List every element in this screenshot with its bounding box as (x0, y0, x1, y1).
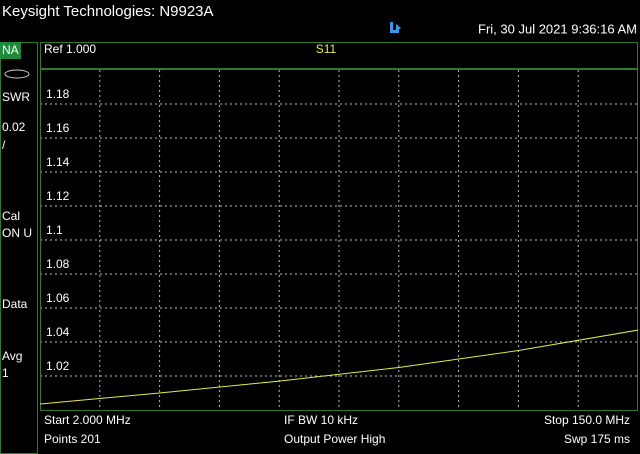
datetime: Fri, 30 Jul 2021 9:36:16 AM (478, 21, 637, 36)
y-tick-label: 1.02 (46, 359, 70, 373)
trace-title: S11 (316, 42, 337, 56)
y-tick-label: 1.06 (46, 291, 70, 305)
sidebar-item[interactable]: 1 (2, 366, 9, 380)
footer-text: Start 2.000 MHz (44, 413, 131, 427)
y-tick-label: 1.08 (46, 257, 70, 271)
plot-header-frame (40, 42, 638, 69)
app-title: Keysight Technologies: N9923A (2, 3, 214, 20)
mode-badge[interactable] (0, 42, 21, 59)
footer-text: Points 201 (44, 432, 101, 446)
sidebar-item[interactable]: 0.02 (2, 120, 26, 134)
y-tick-label: 1.14 (46, 155, 70, 169)
sidebar-item[interactable]: Cal (2, 209, 20, 223)
y-tick-label: 1.18 (46, 87, 70, 101)
sidebar-item[interactable]: Avg (2, 349, 22, 363)
footer-text: Swp 175 ms (564, 432, 630, 446)
sidebar-item[interactable]: SWR (2, 90, 30, 104)
status-icon (390, 22, 401, 33)
ref-level[interactable]: Ref 1.000 (44, 42, 96, 56)
y-tick-label: 1.12 (46, 189, 70, 203)
plot-frame (40, 69, 638, 411)
footer-text: Stop 150.0 MHz (544, 413, 630, 427)
footer-text: Output Power High (284, 432, 385, 446)
sidebar-item[interactable]: Data (2, 297, 28, 311)
sidebar-item[interactable]: / (2, 138, 6, 152)
y-tick-label: 1.16 (46, 121, 70, 135)
format-icon (4, 69, 30, 79)
y-tick-label: 1.1 (46, 223, 63, 237)
footer-text: IF BW 10 kHz (284, 413, 358, 427)
y-tick-label: 1.04 (46, 325, 70, 339)
trace-line (39, 329, 639, 405)
sidebar-item[interactable]: ON U (2, 226, 32, 240)
sidebar-item[interactable]: NA (2, 43, 19, 57)
